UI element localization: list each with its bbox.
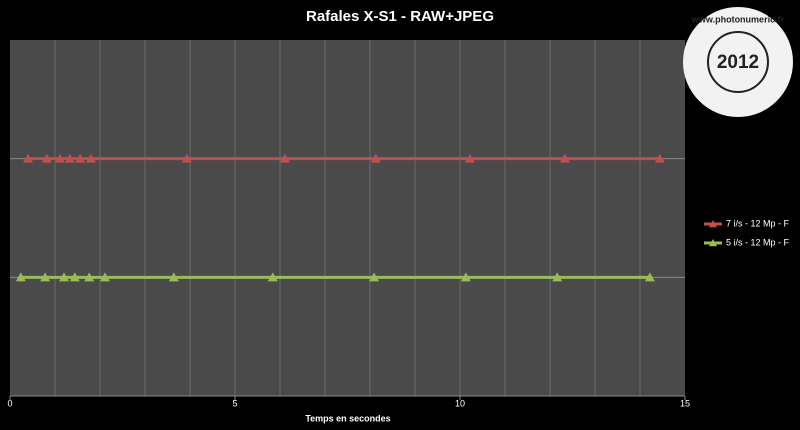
plot-area bbox=[10, 40, 685, 396]
x-tick-label: 10 bbox=[455, 398, 465, 408]
marker bbox=[559, 153, 570, 163]
marker bbox=[464, 153, 475, 163]
marker bbox=[99, 272, 110, 282]
marker bbox=[41, 153, 52, 163]
legend-label: 7 i/s - 12 Mp - F bbox=[726, 218, 790, 228]
x-tick-label: 15 bbox=[680, 398, 690, 408]
marker bbox=[84, 272, 95, 282]
marker bbox=[59, 272, 69, 282]
stamp-site: www.photonumeric.fr bbox=[691, 14, 785, 24]
legend-marker bbox=[709, 220, 717, 228]
marker bbox=[181, 153, 192, 163]
marker bbox=[279, 153, 290, 163]
marker bbox=[69, 272, 80, 282]
marker bbox=[75, 153, 86, 163]
marker bbox=[86, 153, 96, 163]
stamp bbox=[683, 7, 793, 117]
stamp-year: 2012 bbox=[717, 52, 759, 73]
x-axis-title: Temps en secondes bbox=[305, 413, 390, 423]
marker bbox=[654, 153, 665, 163]
chart-title: Rafales X-S1 - RAW+JPEG bbox=[306, 8, 494, 25]
marker bbox=[370, 153, 381, 163]
x-tick-label: 5 bbox=[232, 398, 237, 408]
marker bbox=[64, 153, 75, 163]
marker bbox=[23, 153, 33, 163]
marker bbox=[15, 272, 26, 282]
marker bbox=[267, 272, 278, 282]
marker bbox=[168, 272, 179, 282]
legend-label: 5 i/s - 12 Mp - F bbox=[726, 237, 790, 247]
marker bbox=[54, 153, 65, 163]
legend-marker bbox=[709, 239, 717, 247]
watermark: 2012 www.photonumeric.fr bbox=[683, 7, 793, 117]
marker bbox=[552, 272, 563, 282]
marker bbox=[369, 272, 380, 282]
marker bbox=[40, 272, 51, 282]
marker bbox=[460, 272, 471, 282]
x-tick-label: 0 bbox=[7, 398, 12, 408]
marker bbox=[644, 272, 655, 282]
stamp-ring bbox=[707, 31, 769, 93]
